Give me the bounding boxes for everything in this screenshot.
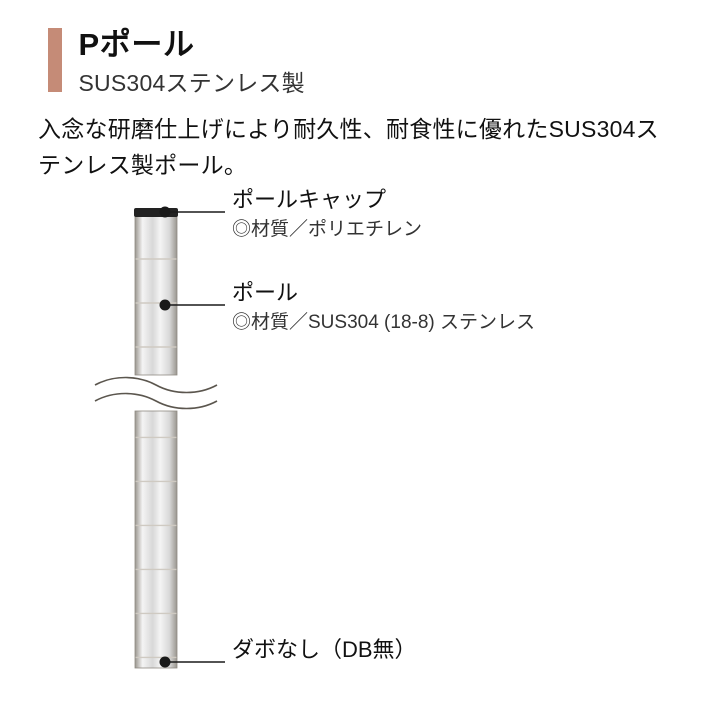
callout-sublabel: ◎材質／SUS304 (18-8) ステンレス bbox=[232, 309, 535, 337]
pole-diagram bbox=[0, 200, 710, 700]
title-group: Pポール SUS304ステンレス製 bbox=[78, 28, 304, 98]
callout-label: ポール bbox=[232, 277, 535, 309]
pole-svg bbox=[0, 200, 710, 700]
callout-label: ダボなし（DB無） bbox=[232, 634, 417, 666]
callout-bottom: ダボなし（DB無） bbox=[232, 634, 417, 666]
callout-label: ポールキャップ bbox=[232, 184, 422, 216]
callout-cap: ポールキャップ◎材質／ポリエチレン bbox=[232, 184, 422, 243]
callout-body: ポール◎材質／SUS304 (18-8) ステンレス bbox=[232, 277, 535, 336]
accent-bar bbox=[48, 28, 62, 92]
product-description: 入念な研磨仕上げにより耐久性、耐食性に優れたSUS304ステンレス製ポール。 bbox=[38, 112, 680, 183]
callout-sublabel: ◎材質／ポリエチレン bbox=[232, 216, 422, 244]
product-subtitle: SUS304ステンレス製 bbox=[78, 64, 304, 98]
header-block: Pポール SUS304ステンレス製 bbox=[48, 28, 305, 98]
product-title: Pポール bbox=[78, 28, 304, 62]
